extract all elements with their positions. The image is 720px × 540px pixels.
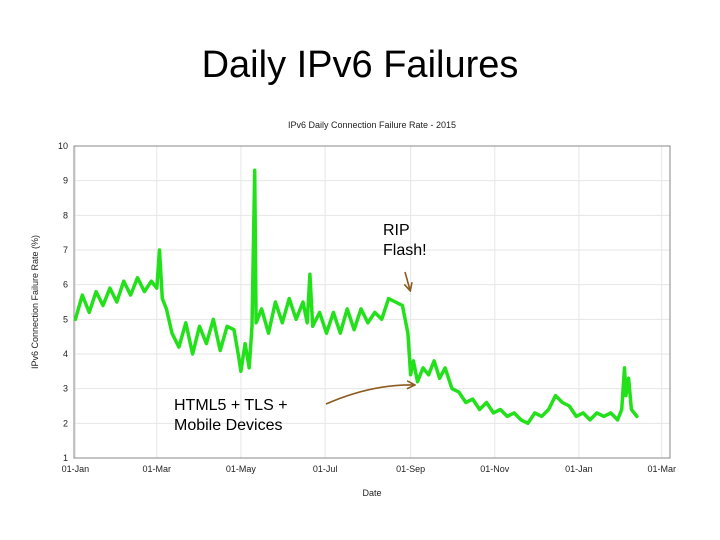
x-tick-label: 01-Jan	[62, 464, 90, 474]
y-tick-label: 1	[63, 453, 68, 463]
x-axis-title: Date	[362, 488, 381, 498]
annotation-line: RIP	[383, 222, 410, 239]
plot-frame	[73, 145, 671, 459]
annotation-rip-flash: RIP Flash!	[383, 221, 427, 261]
x-tick-label: 01-May	[226, 464, 257, 474]
y-tick-label: 4	[63, 349, 68, 359]
x-tick-label: 01-Nov	[480, 464, 510, 474]
x-tick-label: 01-Sep	[396, 464, 425, 474]
y-tick-label: 10	[58, 141, 68, 151]
y-axis: 1 2 3 4 5 6 7 8 9 10	[58, 141, 68, 463]
y-tick-label: 8	[63, 210, 68, 220]
series-line	[73, 168, 639, 426]
annotation-line: HTML5 + TLS +	[174, 397, 288, 414]
x-tick-label: 01-Mar	[647, 464, 676, 474]
y-tick-label: 2	[63, 418, 68, 428]
annotation-line: Mobile Devices	[174, 417, 283, 434]
x-tick-label: 01-Jan	[565, 464, 593, 474]
slide-title: Daily IPv6 Failures	[201, 44, 519, 86]
y-tick-label: 5	[63, 314, 68, 324]
x-axis: 01-Jan 01-Mar 01-May 01-Jul 01-Sep 01-Nov 01-J…	[62, 464, 676, 474]
y-tick-label: 6	[63, 280, 68, 290]
html5-arrow	[325, 385, 414, 405]
annotation-line: Flash!	[383, 242, 427, 259]
y-tick-label: 7	[63, 245, 68, 255]
x-tick-label: 01-Jul	[313, 464, 338, 474]
chart-title: IPv6 Daily Connection Failure Rate - 201…	[288, 120, 456, 130]
y-axis-title: IPv6 Connection Failure Rate (%)	[30, 235, 40, 369]
x-tick-label: 01-Mar	[143, 464, 172, 474]
y-tick-label: 3	[63, 384, 68, 394]
flash-arrow	[405, 271, 410, 290]
y-tick-label: 9	[63, 176, 68, 186]
annotation-html5: HTML5 + TLS + Mobile Devices	[174, 396, 288, 436]
